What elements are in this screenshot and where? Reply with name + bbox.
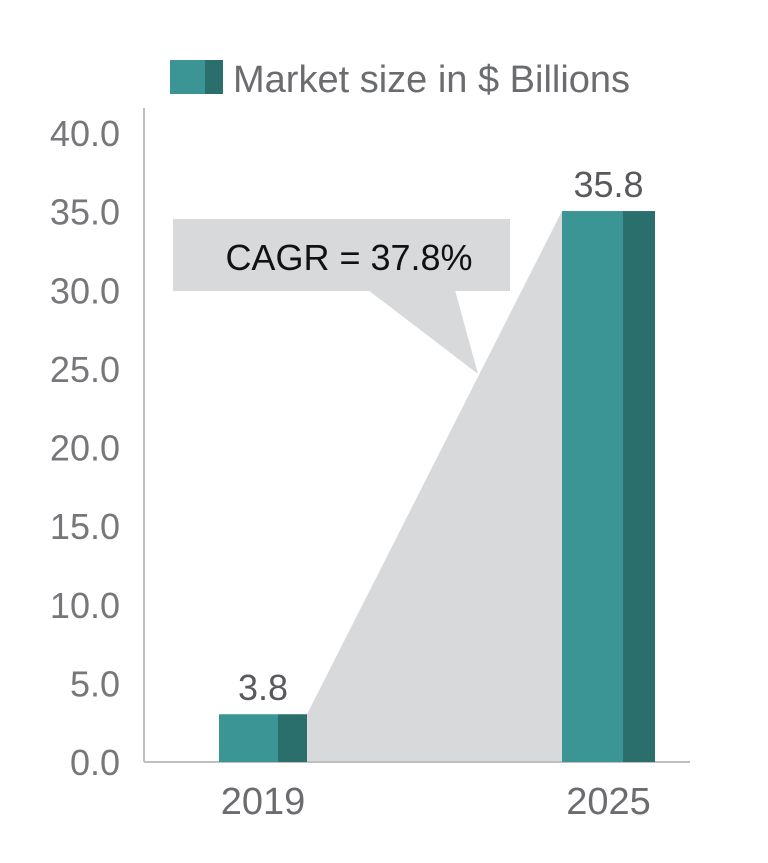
x-tick-label-2025: 2025 <box>566 781 651 823</box>
x-tick-label-2019: 2019 <box>221 781 306 823</box>
bar-side-2019 <box>278 714 307 762</box>
y-tick-label: 35.0 <box>50 192 120 233</box>
cagr-callout-text: CAGR = 37.8% <box>225 237 472 278</box>
bars: 3.8 2019 35.8 2025 <box>219 164 655 823</box>
y-tick-label: 40.0 <box>50 113 120 154</box>
y-tick-labels: 0.0 5.0 10.0 15.0 20.0 25.0 30.0 35.0 40.0 <box>50 113 120 783</box>
y-tick-label: 25.0 <box>50 349 120 390</box>
y-tick-label: 0.0 <box>70 742 120 783</box>
bar-2025 <box>562 211 623 763</box>
cagr-callout-box <box>173 219 510 291</box>
cagr-wedge <box>307 211 562 763</box>
data-label-2025: 35.8 <box>573 164 643 205</box>
bar-side-2025 <box>623 211 655 763</box>
y-tick-label: 5.0 <box>70 663 120 704</box>
cagr-callout: CAGR = 37.8% <box>173 219 510 374</box>
legend-swatch-face <box>170 60 205 94</box>
legend: Market size in $ Billions <box>170 59 630 101</box>
y-tick-label: 10.0 <box>50 585 120 626</box>
data-label-2019: 3.8 <box>238 667 288 708</box>
bar-2019 <box>219 714 278 762</box>
y-tick-label: 30.0 <box>50 270 120 311</box>
y-tick-label: 15.0 <box>50 506 120 547</box>
y-tick-label: 20.0 <box>50 428 120 469</box>
legend-swatch-side <box>205 60 223 94</box>
legend-label: Market size in $ Billions <box>233 59 630 101</box>
cagr-callout-pointer <box>368 290 478 374</box>
